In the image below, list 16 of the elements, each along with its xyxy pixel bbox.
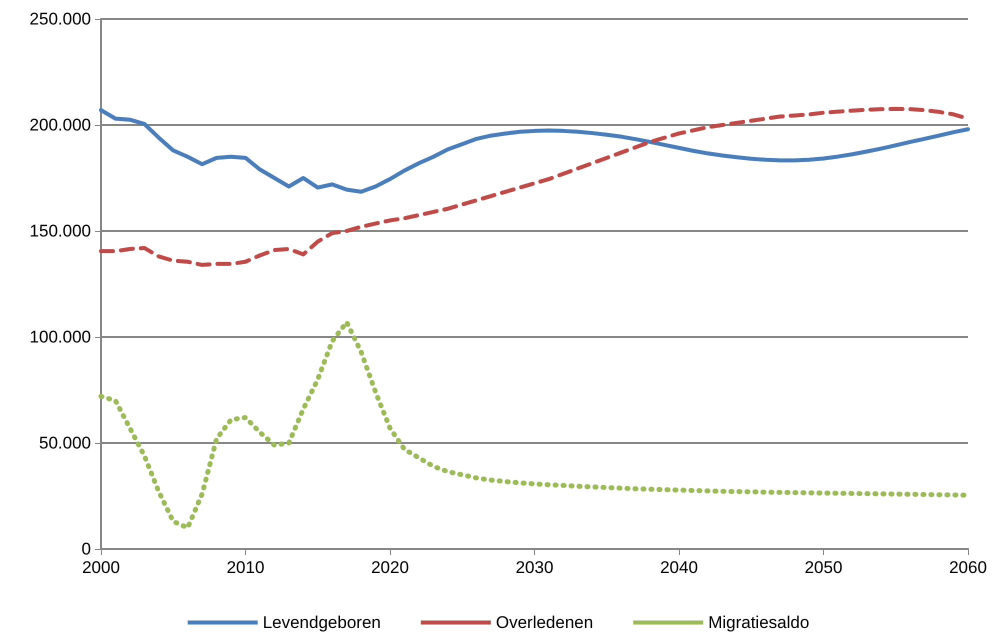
y-tick-label: 150.000 — [30, 222, 91, 240]
legend-label: Overledenen — [496, 613, 594, 632]
x-tick-label: 2010 — [226, 558, 264, 577]
legend-label: Migratiesaldo — [708, 613, 810, 632]
x-tick-label: 2020 — [371, 558, 409, 577]
legend-label: Levendgeboren — [262, 613, 381, 632]
x-tick-label: 2030 — [516, 558, 554, 577]
y-tick-label: 0 — [82, 540, 91, 558]
y-tick-label: 100.000 — [30, 328, 91, 346]
x-tick-label: 2060 — [949, 558, 987, 577]
x-tick-label: 2000 — [82, 558, 120, 577]
y-tick-label: 50.000 — [39, 434, 91, 452]
x-tick-label: 2040 — [660, 558, 698, 577]
y-tick-label: 200.000 — [30, 116, 91, 134]
x-tick-label: 2050 — [804, 558, 842, 577]
y-tick-label: 250.000 — [30, 10, 91, 28]
